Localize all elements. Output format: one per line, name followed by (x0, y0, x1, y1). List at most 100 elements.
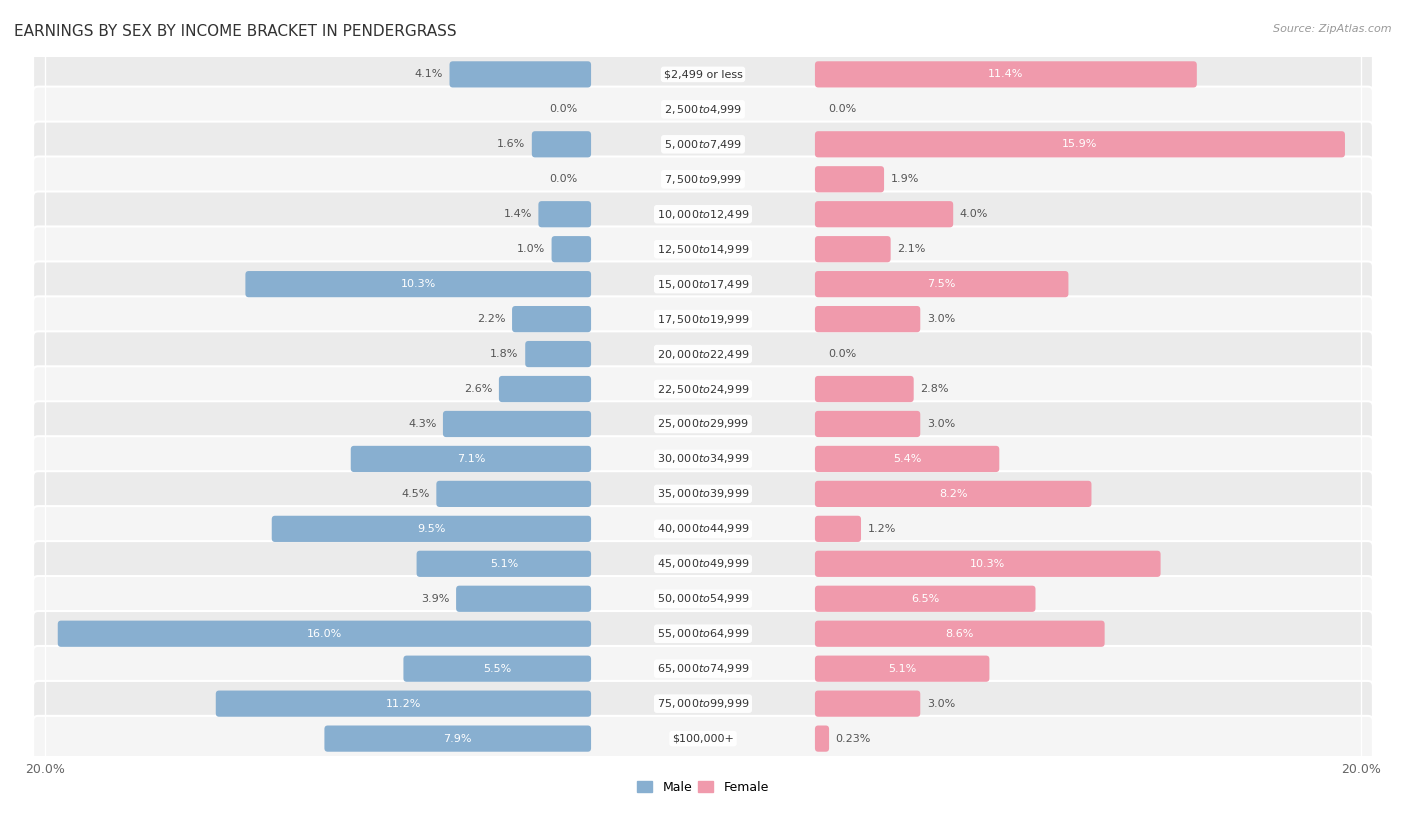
Text: 1.8%: 1.8% (491, 349, 519, 359)
FancyBboxPatch shape (815, 725, 830, 752)
FancyBboxPatch shape (815, 480, 1091, 507)
Text: 0.0%: 0.0% (828, 349, 856, 359)
Text: $50,000 to $54,999: $50,000 to $54,999 (657, 593, 749, 605)
Text: 1.0%: 1.0% (517, 244, 546, 254)
Text: 3.0%: 3.0% (927, 698, 955, 709)
FancyBboxPatch shape (34, 332, 1372, 376)
FancyBboxPatch shape (450, 61, 591, 88)
FancyBboxPatch shape (34, 611, 1372, 656)
FancyBboxPatch shape (815, 690, 921, 717)
Text: $2,499 or less: $2,499 or less (664, 69, 742, 80)
FancyBboxPatch shape (815, 446, 1000, 472)
FancyBboxPatch shape (34, 402, 1372, 446)
FancyBboxPatch shape (271, 515, 591, 542)
Text: 1.4%: 1.4% (503, 209, 531, 220)
Text: $45,000 to $49,999: $45,000 to $49,999 (657, 558, 749, 570)
FancyBboxPatch shape (58, 620, 591, 647)
Text: 6.5%: 6.5% (911, 593, 939, 604)
FancyBboxPatch shape (526, 341, 591, 367)
Text: 15.9%: 15.9% (1063, 139, 1098, 150)
Text: $20,000 to $22,499: $20,000 to $22,499 (657, 348, 749, 360)
Text: $12,500 to $14,999: $12,500 to $14,999 (657, 243, 749, 255)
FancyBboxPatch shape (34, 472, 1372, 516)
FancyBboxPatch shape (815, 61, 1197, 88)
FancyBboxPatch shape (443, 411, 591, 437)
FancyBboxPatch shape (34, 541, 1372, 586)
Text: $17,500 to $19,999: $17,500 to $19,999 (657, 313, 749, 325)
Text: $25,000 to $29,999: $25,000 to $29,999 (657, 418, 749, 430)
FancyBboxPatch shape (551, 236, 591, 263)
Text: 2.6%: 2.6% (464, 384, 492, 394)
FancyBboxPatch shape (215, 690, 591, 717)
Text: $65,000 to $74,999: $65,000 to $74,999 (657, 663, 749, 675)
Text: 5.4%: 5.4% (893, 454, 921, 464)
Text: $75,000 to $99,999: $75,000 to $99,999 (657, 698, 749, 710)
Text: 1.6%: 1.6% (496, 139, 526, 150)
FancyBboxPatch shape (815, 236, 890, 263)
Text: 7.5%: 7.5% (928, 279, 956, 289)
Text: 0.0%: 0.0% (550, 104, 578, 115)
Text: $35,000 to $39,999: $35,000 to $39,999 (657, 488, 749, 500)
Text: 1.9%: 1.9% (890, 174, 920, 185)
Text: 8.2%: 8.2% (939, 489, 967, 499)
FancyBboxPatch shape (815, 131, 1346, 158)
FancyBboxPatch shape (436, 480, 591, 507)
Text: $2,500 to $4,999: $2,500 to $4,999 (664, 103, 742, 115)
FancyBboxPatch shape (404, 655, 591, 682)
Text: 4.5%: 4.5% (401, 489, 430, 499)
Text: 2.1%: 2.1% (897, 244, 925, 254)
Text: 7.1%: 7.1% (457, 454, 485, 464)
Text: 4.0%: 4.0% (960, 209, 988, 220)
Text: 2.2%: 2.2% (477, 314, 506, 324)
FancyBboxPatch shape (34, 262, 1372, 307)
FancyBboxPatch shape (815, 550, 1160, 577)
Text: $100,000+: $100,000+ (672, 733, 734, 744)
Text: 0.0%: 0.0% (828, 104, 856, 115)
FancyBboxPatch shape (815, 271, 1069, 298)
Text: 5.1%: 5.1% (489, 559, 517, 569)
Text: 4.3%: 4.3% (408, 419, 436, 429)
FancyBboxPatch shape (815, 166, 884, 193)
FancyBboxPatch shape (34, 716, 1372, 761)
Text: Source: ZipAtlas.com: Source: ZipAtlas.com (1274, 24, 1392, 34)
Text: 16.0%: 16.0% (307, 628, 342, 639)
Text: 3.0%: 3.0% (927, 314, 955, 324)
FancyBboxPatch shape (815, 201, 953, 228)
FancyBboxPatch shape (538, 201, 591, 228)
Legend: Male, Female: Male, Female (633, 776, 773, 799)
FancyBboxPatch shape (456, 585, 591, 612)
FancyBboxPatch shape (325, 725, 591, 752)
Text: 0.23%: 0.23% (835, 733, 872, 744)
FancyBboxPatch shape (531, 131, 591, 158)
FancyBboxPatch shape (416, 550, 591, 577)
Text: 10.3%: 10.3% (401, 279, 436, 289)
Text: 10.3%: 10.3% (970, 559, 1005, 569)
FancyBboxPatch shape (34, 576, 1372, 621)
Text: $22,500 to $24,999: $22,500 to $24,999 (657, 383, 749, 395)
FancyBboxPatch shape (34, 52, 1372, 97)
Text: 0.0%: 0.0% (550, 174, 578, 185)
Text: 5.5%: 5.5% (484, 663, 512, 674)
FancyBboxPatch shape (34, 646, 1372, 691)
FancyBboxPatch shape (815, 515, 860, 542)
Text: $15,000 to $17,499: $15,000 to $17,499 (657, 278, 749, 290)
FancyBboxPatch shape (34, 297, 1372, 341)
FancyBboxPatch shape (815, 585, 1035, 612)
Text: 11.4%: 11.4% (988, 69, 1024, 80)
FancyBboxPatch shape (815, 620, 1105, 647)
Text: 1.2%: 1.2% (868, 524, 896, 534)
Text: 8.6%: 8.6% (946, 628, 974, 639)
Text: 5.1%: 5.1% (889, 663, 917, 674)
FancyBboxPatch shape (350, 446, 591, 472)
FancyBboxPatch shape (512, 306, 591, 333)
Text: 4.1%: 4.1% (415, 69, 443, 80)
FancyBboxPatch shape (246, 271, 591, 298)
FancyBboxPatch shape (815, 411, 921, 437)
Text: $5,000 to $7,499: $5,000 to $7,499 (664, 138, 742, 150)
FancyBboxPatch shape (34, 506, 1372, 551)
Text: EARNINGS BY SEX BY INCOME BRACKET IN PENDERGRASS: EARNINGS BY SEX BY INCOME BRACKET IN PEN… (14, 24, 457, 39)
Text: 3.0%: 3.0% (927, 419, 955, 429)
Text: 11.2%: 11.2% (385, 698, 422, 709)
FancyBboxPatch shape (34, 437, 1372, 481)
Text: $10,000 to $12,499: $10,000 to $12,499 (657, 208, 749, 220)
